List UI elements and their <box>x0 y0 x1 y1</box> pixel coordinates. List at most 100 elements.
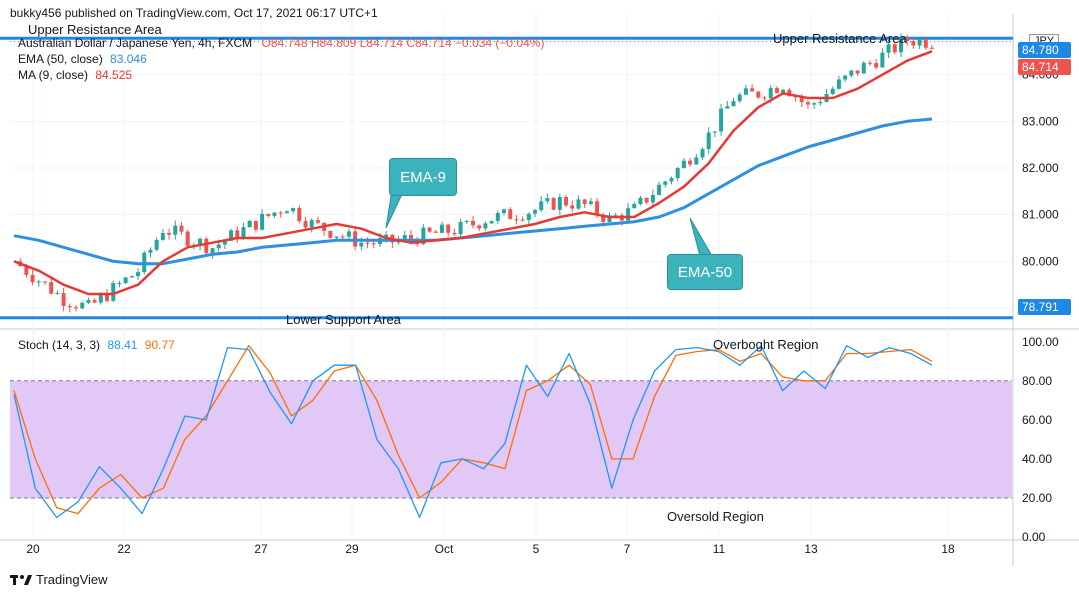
candle-body <box>669 178 674 182</box>
candle-body <box>787 89 792 97</box>
candle-body <box>539 201 544 211</box>
candle-body <box>849 70 854 76</box>
candle-body <box>712 131 717 133</box>
annotation-upper-left: Upper Resistance Area <box>28 22 162 37</box>
ema-label: EMA (50, close) <box>18 52 103 66</box>
candle-body <box>365 242 370 244</box>
candle-body <box>663 181 668 185</box>
stoch-legend[interactable]: Stoch (14, 3, 3) 88.41 90.77 <box>18 338 175 352</box>
candle-body <box>67 306 72 308</box>
candle-body <box>886 44 891 53</box>
x-tick-label: 22 <box>117 542 131 556</box>
candle-body <box>334 236 339 238</box>
x-tick-label: 7 <box>624 542 631 556</box>
candle-body <box>576 199 581 209</box>
candle-body <box>309 220 314 228</box>
stoch-k-line <box>13 345 933 519</box>
candle-body <box>167 232 172 235</box>
candle-body <box>582 199 587 204</box>
candle-body <box>898 37 903 53</box>
ma-value: 84.525 <box>95 68 133 82</box>
candle-body <box>198 238 203 245</box>
candle-body <box>892 44 897 53</box>
x-tick-label: 13 <box>804 542 818 556</box>
resistance-price-tag: 84.780 <box>1018 42 1071 58</box>
candle-body <box>836 79 841 89</box>
stoch-tick-label: 80.00 <box>1022 374 1052 388</box>
low-value: L84.714 <box>359 36 403 50</box>
candle-body <box>626 208 631 221</box>
candle-body <box>861 62 866 74</box>
stoch-k-value: 88.41 <box>107 338 138 352</box>
candle-body <box>458 222 463 235</box>
candle-body <box>402 235 407 240</box>
candle-body <box>49 282 54 294</box>
candle-body <box>266 213 271 216</box>
candle-body <box>179 225 184 232</box>
stoch-band-layer <box>10 380 1012 499</box>
candle-body <box>222 240 227 245</box>
candle-body <box>520 219 525 221</box>
candle-body <box>160 232 165 240</box>
candle-body <box>36 281 41 283</box>
candle-body <box>867 62 872 64</box>
ema50-callout: EMA-50 <box>667 254 743 290</box>
candle-body <box>694 157 699 165</box>
candle-body <box>508 209 513 220</box>
candle-body <box>768 88 773 99</box>
x-tick-label: 18 <box>941 542 955 556</box>
candle-body <box>359 242 364 247</box>
candle-body <box>514 219 519 221</box>
candle-body <box>570 205 575 209</box>
candle-body <box>173 225 178 235</box>
candle-body <box>253 220 258 230</box>
tradingview-footer[interactable]: TradingView <box>10 572 108 587</box>
candle-body <box>439 224 444 233</box>
candle-body <box>235 230 240 239</box>
candle-body <box>923 39 928 48</box>
candle-body <box>731 101 736 107</box>
stoch-tick-label: 60.00 <box>1022 413 1052 427</box>
candle-body <box>92 300 97 303</box>
candle-body <box>502 209 507 214</box>
ema9-callout: EMA-9 <box>389 158 457 196</box>
stoch-d-line <box>13 345 933 515</box>
candle-body <box>421 227 426 245</box>
candle-body <box>762 97 767 99</box>
candle-body <box>632 204 637 209</box>
x-tick-label: 27 <box>254 542 268 556</box>
candle-body <box>725 106 730 109</box>
support-resistance-layer <box>0 36 1013 320</box>
candle-body <box>408 235 413 239</box>
candle-body <box>750 88 755 92</box>
candle-body <box>446 224 451 233</box>
candle-body <box>61 293 66 307</box>
candle-body <box>557 197 562 210</box>
candle-body <box>241 227 246 239</box>
ma9-line <box>13 50 933 296</box>
candle-body <box>204 238 209 254</box>
candle-body <box>719 108 724 132</box>
candle-body <box>781 89 786 94</box>
ema-legend[interactable]: EMA (50, close) 83.046 <box>18 52 147 66</box>
candle-body <box>291 207 296 212</box>
candle-body <box>905 37 910 42</box>
candle-body <box>340 236 345 238</box>
ohlc-line: Australian Dollar / Japanese Yen, 4h, FX… <box>18 36 544 50</box>
candle-body <box>98 294 103 303</box>
stoch-tick-label: 20.00 <box>1022 491 1052 505</box>
candle-body <box>43 281 48 283</box>
candle-body <box>471 220 475 226</box>
ema50-line <box>13 117 933 266</box>
ma-legend[interactable]: MA (9, close) 84.525 <box>18 68 132 82</box>
candle-body <box>74 307 79 309</box>
candle-body <box>148 249 153 253</box>
candle-body <box>315 220 320 223</box>
candle-body <box>756 91 761 98</box>
ema-value: 83.046 <box>110 52 147 66</box>
candle-body <box>464 220 469 223</box>
candle-body <box>260 213 265 230</box>
candle-body <box>86 300 91 303</box>
open-value: O84.748 <box>261 36 308 50</box>
